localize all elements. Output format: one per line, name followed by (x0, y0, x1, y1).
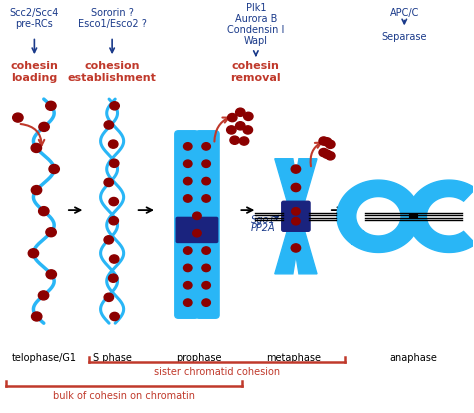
Polygon shape (290, 159, 317, 213)
Circle shape (292, 218, 300, 225)
Polygon shape (275, 221, 301, 274)
Circle shape (109, 141, 118, 149)
Circle shape (202, 265, 210, 272)
Circle shape (31, 186, 42, 195)
Circle shape (39, 123, 49, 132)
Text: Condensin I: Condensin I (227, 25, 284, 35)
Circle shape (38, 291, 49, 300)
Circle shape (202, 195, 210, 203)
Circle shape (109, 198, 118, 206)
Circle shape (243, 126, 253, 135)
Text: Wapl: Wapl (244, 36, 268, 46)
Polygon shape (275, 159, 301, 213)
Text: prophase: prophase (176, 352, 222, 362)
Text: anaphase: anaphase (390, 352, 438, 362)
Circle shape (183, 299, 192, 306)
Text: Sororin ?: Sororin ? (91, 7, 134, 17)
Circle shape (110, 313, 119, 321)
Circle shape (202, 247, 210, 255)
Text: bulk of cohesin on chromatin: bulk of cohesin on chromatin (53, 390, 195, 400)
Circle shape (319, 149, 328, 157)
Circle shape (109, 217, 118, 225)
Text: Sgo1: Sgo1 (251, 215, 276, 225)
Circle shape (291, 166, 301, 174)
Circle shape (236, 109, 245, 117)
Text: cohesin: cohesin (232, 61, 280, 71)
Circle shape (202, 161, 210, 168)
Circle shape (183, 143, 192, 151)
Text: Aurora B: Aurora B (235, 14, 277, 24)
Text: sister chromatid cohesion: sister chromatid cohesion (154, 366, 280, 377)
Circle shape (291, 184, 301, 192)
Circle shape (193, 213, 201, 220)
Circle shape (38, 207, 49, 216)
FancyBboxPatch shape (282, 202, 310, 232)
Text: loading: loading (11, 73, 57, 83)
Circle shape (244, 113, 253, 121)
Circle shape (236, 122, 245, 131)
Circle shape (183, 282, 192, 289)
Polygon shape (290, 221, 317, 274)
FancyBboxPatch shape (176, 218, 218, 243)
Circle shape (319, 138, 328, 146)
Circle shape (202, 299, 210, 306)
Circle shape (46, 228, 56, 237)
Text: Esco1/Esco2 ?: Esco1/Esco2 ? (78, 19, 146, 28)
Circle shape (322, 151, 332, 159)
Text: Separase: Separase (382, 32, 427, 42)
Circle shape (49, 165, 59, 174)
Circle shape (104, 179, 113, 187)
Circle shape (228, 114, 237, 122)
Text: telophase/G1: telophase/G1 (11, 352, 76, 362)
Text: PP2A: PP2A (251, 222, 276, 232)
Circle shape (31, 312, 42, 321)
Text: Plk1: Plk1 (246, 2, 266, 12)
Text: APC/C: APC/C (390, 7, 419, 17)
Circle shape (183, 161, 192, 168)
Polygon shape (408, 180, 474, 253)
Circle shape (326, 141, 335, 149)
Circle shape (202, 143, 210, 151)
Circle shape (183, 265, 192, 272)
Text: cohesion: cohesion (84, 61, 140, 71)
Polygon shape (337, 180, 420, 253)
Circle shape (322, 138, 332, 147)
Circle shape (183, 195, 192, 203)
Circle shape (230, 137, 239, 145)
Circle shape (291, 244, 301, 252)
Circle shape (104, 121, 114, 130)
Text: Scc2/Scc4: Scc2/Scc4 (9, 7, 59, 17)
Circle shape (109, 255, 119, 263)
Circle shape (109, 160, 119, 168)
Circle shape (13, 114, 23, 123)
FancyBboxPatch shape (196, 131, 219, 318)
Text: cohesin: cohesin (10, 61, 58, 71)
Circle shape (46, 270, 56, 279)
Text: establishment: establishment (68, 73, 156, 83)
Circle shape (104, 236, 113, 244)
Circle shape (227, 126, 236, 135)
Text: S phase: S phase (93, 352, 132, 362)
Circle shape (239, 138, 249, 146)
Text: removal: removal (230, 73, 281, 83)
Circle shape (104, 294, 114, 302)
Circle shape (46, 102, 56, 111)
Circle shape (110, 102, 119, 111)
Text: pre-RCs: pre-RCs (16, 19, 53, 28)
Circle shape (31, 144, 42, 153)
Circle shape (183, 247, 192, 255)
Circle shape (109, 274, 118, 282)
FancyBboxPatch shape (175, 131, 198, 318)
Circle shape (326, 152, 335, 161)
Text: metaphase: metaphase (266, 352, 321, 362)
Circle shape (202, 178, 210, 185)
Circle shape (183, 178, 192, 185)
Circle shape (193, 230, 201, 237)
Circle shape (28, 249, 38, 258)
Circle shape (292, 208, 300, 216)
Circle shape (202, 282, 210, 289)
